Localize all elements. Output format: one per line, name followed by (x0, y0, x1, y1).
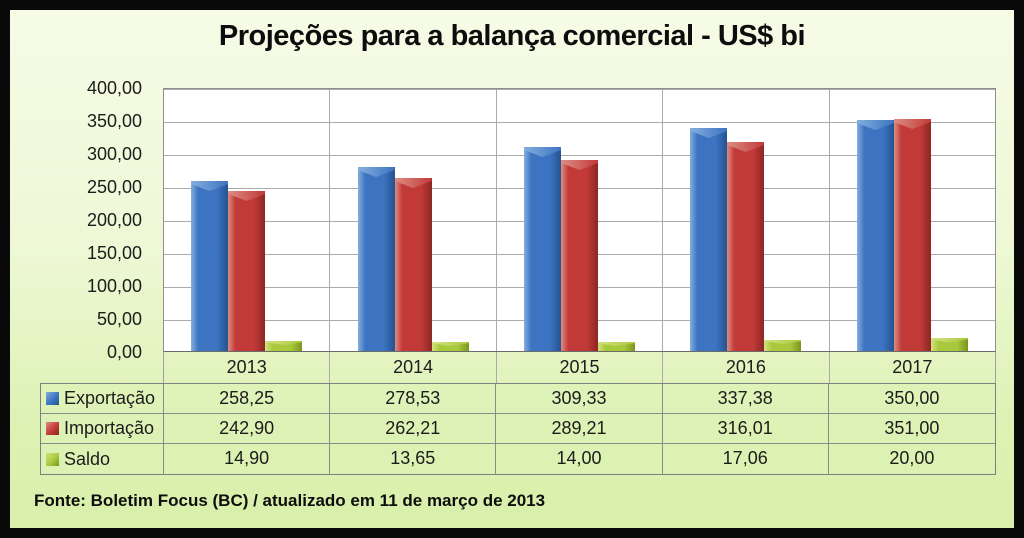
table-cell-exportacao-2015: 309,33 (496, 384, 663, 414)
table-cell-importacao-2016: 316,01 (662, 414, 829, 444)
y-axis-tick-label: 0,00 (106, 342, 142, 362)
bar-exportacao-2014 (357, 167, 395, 351)
x-axis-label-2017: 2017 (892, 357, 933, 377)
table-cell-exportacao-2016: 337,38 (662, 384, 829, 414)
legend-label-exportacao: Exportação (64, 388, 156, 408)
table-cell-importacao-2017: 351,00 (828, 414, 995, 444)
x-axis-label-2013: 2013 (164, 352, 331, 383)
bar-group-2016 (690, 128, 802, 351)
bar-importacao-2016 (727, 142, 765, 351)
y-axis-tick-label: 250,00 (86, 177, 142, 197)
plot-column-2014 (330, 89, 497, 351)
bar-exportacao-2017 (856, 120, 894, 351)
bar-saldo-2013 (265, 341, 303, 351)
legend-label-saldo: Saldo (64, 448, 111, 469)
bar-saldo-2016 (764, 340, 802, 351)
y-axis-tick-label: 300,00 (86, 144, 142, 164)
legend-saldo-swatch-icon (46, 452, 59, 466)
legend-cell-importacao: Importação (41, 414, 164, 444)
y-axis: 400,00 350,00 300,00 250,00 200,00 150,00 100,… (10, 10, 150, 370)
bar-top-face (524, 147, 562, 157)
bar-saldo-2014 (431, 342, 469, 351)
bar-exportacao-2015 (524, 147, 562, 351)
table-cell-exportacao-2014: 278,53 (330, 384, 497, 414)
plot-column-2016 (663, 89, 830, 351)
bar-group-2013 (191, 181, 303, 351)
bar-group-2015 (524, 147, 636, 351)
bar-importacao-2015 (561, 160, 599, 351)
bar-top-face (357, 167, 395, 177)
bar-exportacao-2016 (690, 128, 728, 351)
x-axis-label-2015: 2015 (497, 352, 664, 383)
bar-group-2017 (856, 119, 968, 351)
plot-area (163, 88, 996, 352)
bar-top-face (856, 120, 894, 130)
x-axis-label-2016: 2016 (663, 352, 830, 383)
bar-saldo-2015 (598, 342, 636, 351)
y-axis-tick-label: 100,00 (86, 276, 142, 296)
legend-exportacao-swatch-icon (46, 392, 59, 405)
bar-top-face (561, 160, 599, 170)
y-axis-tick-label: 150,00 (86, 243, 142, 263)
table-cell-importacao-2014: 262,21 (330, 414, 497, 444)
bar-top-face (764, 340, 802, 344)
table-cell-exportacao-2017: 350,00 (828, 384, 995, 414)
legend-importacao-swatch-icon (46, 422, 59, 435)
y-axis-tick-label: 50,00 (96, 309, 142, 329)
bar-importacao-2014 (394, 178, 432, 351)
source-note: Fonte: Boletim Focus (BC) / atualizado e… (34, 491, 546, 510)
bar-top-face (727, 142, 765, 152)
table-cell-importacao-2013: 242,90 (164, 414, 331, 444)
y-axis-tick-label: 200,00 (86, 210, 142, 230)
x-axis-category-band: 2013 2014 2015 2016 2017 (163, 352, 996, 383)
legend-cell-saldo: Saldo (41, 444, 164, 474)
legend-cell-exportacao: Exportação (41, 384, 164, 414)
table-cell-importacao-2015: 289,21 (496, 414, 663, 444)
plot-column-2017 (830, 89, 995, 351)
bar-top-face (394, 178, 432, 188)
bar-importacao-2013 (228, 191, 266, 351)
bar-top-face (265, 341, 303, 345)
plot-column-2015 (497, 89, 664, 351)
bar-top-face (191, 181, 229, 191)
bar-top-face (228, 191, 266, 201)
bar-group-2014 (357, 167, 469, 351)
table-cell-saldo-2014: 13,65 (330, 444, 497, 474)
bar-top-face (598, 342, 636, 346)
y-axis-tick-label: 400,00 (86, 78, 142, 98)
chart-canvas: Projeções para a balança comercial - US$… (10, 10, 1014, 528)
bar-exportacao-2013 (191, 181, 229, 351)
bar-top-face (690, 128, 728, 138)
bar-top-face (893, 119, 931, 129)
plot-column-2013 (164, 89, 331, 351)
table-cell-saldo-2017: 20,00 (889, 448, 935, 468)
bar-saldo-2017 (930, 338, 968, 351)
table-cell-saldo-2016: 17,06 (663, 444, 829, 474)
bar-top-face (431, 342, 469, 346)
table-cell-saldo-2013: 14,90 (164, 444, 331, 474)
chart-title: Projeções para a balança comercial - US$… (218, 20, 806, 52)
data-table: Exportação 258,25 278,53 309,33 337,38 350,00… (40, 383, 996, 475)
y-axis-tick-label: 350,00 (86, 111, 142, 131)
table-cell-exportacao-2013: 258,25 (164, 384, 331, 414)
table-cell-saldo-2015: 14,00 (496, 444, 663, 474)
legend-label-importacao: Importação (64, 418, 155, 438)
bar-importacao-2017 (893, 119, 931, 351)
bar-top-face (930, 338, 968, 343)
x-axis-label-2014: 2014 (330, 352, 497, 383)
